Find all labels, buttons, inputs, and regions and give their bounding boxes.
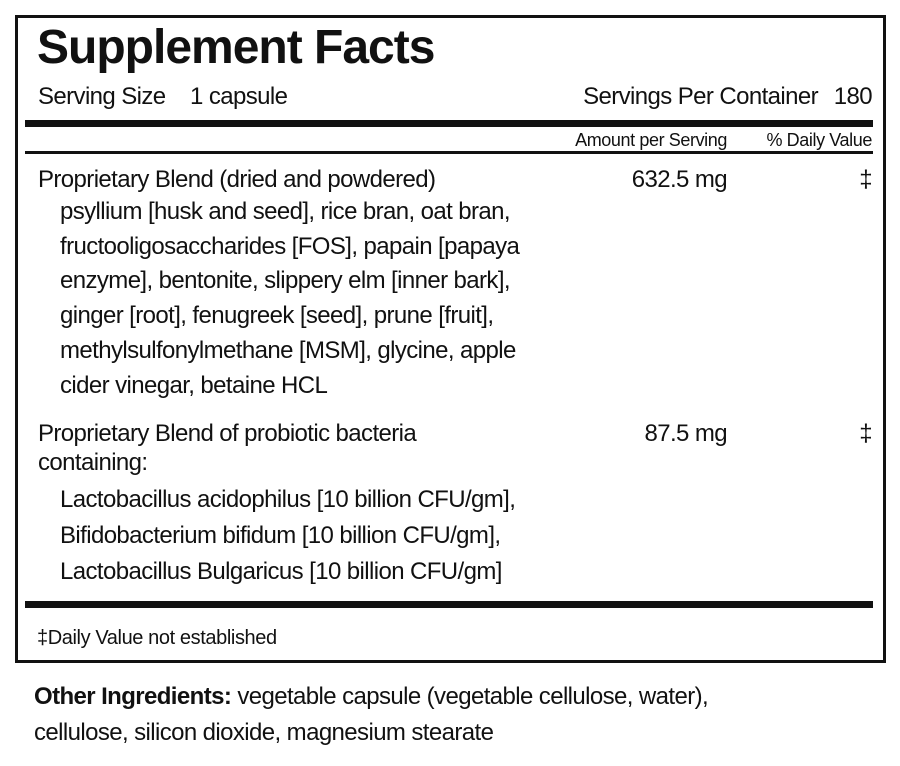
- ingredient-detail: Bifidobacterium bifidum [10 billion CFU/…: [60, 522, 501, 549]
- other-ingredients-line: Other Ingredients: vegetable capsule (ve…: [34, 682, 709, 712]
- ingredient-detail: cider vinegar, betaine HCL: [60, 371, 328, 399]
- footnote-symbol: ‡: [37, 627, 48, 649]
- ingredient-detail: enzyme], bentonite, slippery elm [inner …: [60, 267, 511, 295]
- other-ingredients-text: vegetable capsule (vegetable cellulose, …: [237, 683, 709, 710]
- thin-rule: [25, 151, 873, 154]
- ingredient-detail: ginger [root], fenugreek [seed], prune […: [60, 302, 494, 330]
- servings-value: 180: [833, 83, 873, 110]
- dv-header: % Daily Value: [766, 130, 872, 150]
- ingredient-name: Proprietary Blend (dried and powdered): [38, 166, 436, 193]
- serving-size-value: 1 capsule: [190, 83, 288, 110]
- title: Supplement Facts: [37, 21, 435, 74]
- daily-value: ‡: [859, 166, 872, 193]
- ingredient-detail: Lactobacillus acidophilus [10 billion CF…: [60, 486, 516, 513]
- other-ingredients-label: Other Ingredients:: [34, 683, 232, 710]
- amount: 632.5 mg: [631, 166, 728, 193]
- amount: 87.5 mg: [644, 420, 727, 447]
- servings-label: Servings Per Container: [583, 83, 819, 110]
- ingredient-detail: fructooligosaccharides [FOS], papain [pa…: [60, 232, 520, 260]
- ingredient-detail: Lactobacillus Bulgaricus [10 billion CFU…: [60, 558, 502, 585]
- serving-size-label: Serving Size: [38, 83, 166, 110]
- amount-header: Amount per Serving: [575, 130, 727, 150]
- thick-rule: [25, 120, 873, 127]
- ingredient-name: containing:: [38, 449, 148, 476]
- thick-rule: [25, 601, 873, 608]
- daily-value: ‡: [859, 420, 872, 447]
- facts-box: [15, 15, 886, 663]
- ingredient-detail: psyllium [husk and seed], rice bran, oat…: [60, 198, 511, 225]
- footnote-text: Daily Value not established: [47, 627, 277, 649]
- other-ingredients-text: cellulose, silicon dioxide, magnesium st…: [34, 719, 494, 746]
- footnote: ‡Daily Value not established: [37, 625, 277, 651]
- ingredient-name: Proprietary Blend of probiotic bacteria: [38, 420, 417, 447]
- ingredient-detail: methylsulfonylmethane [MSM], glycine, ap…: [60, 336, 516, 364]
